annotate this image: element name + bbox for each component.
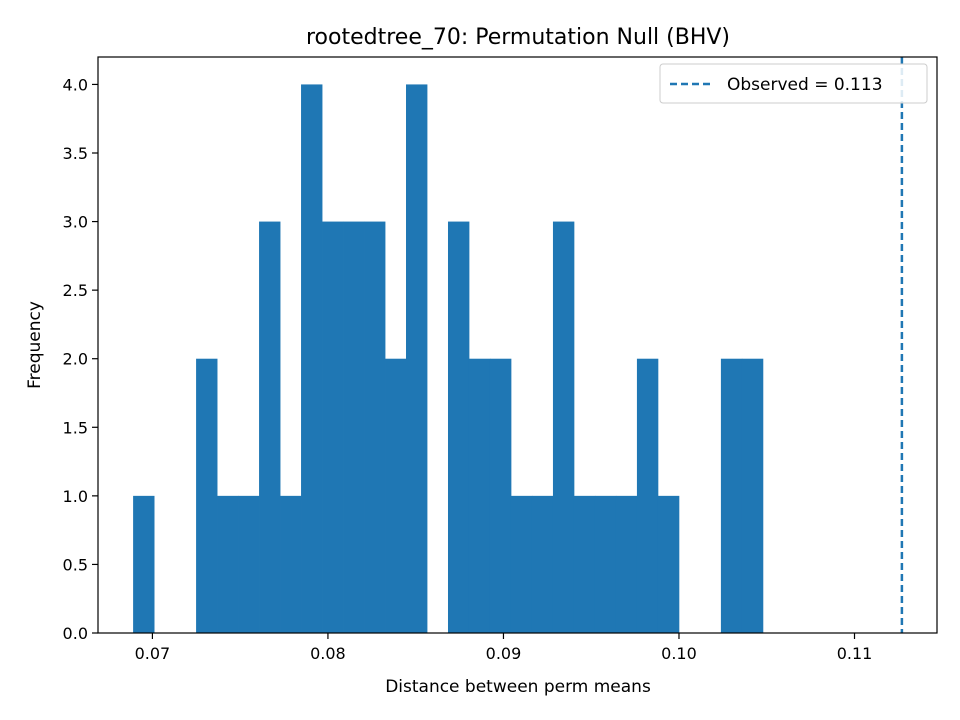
x-tick-label: 0.09 bbox=[486, 644, 522, 663]
y-tick-label: 1.5 bbox=[63, 418, 88, 437]
y-tick-label: 2.0 bbox=[63, 350, 88, 369]
histogram-bar bbox=[531, 495, 554, 633]
histogram-bar bbox=[552, 221, 575, 634]
histogram-bar bbox=[238, 495, 260, 633]
histogram-bars bbox=[133, 84, 764, 634]
y-tick-label: 0.5 bbox=[63, 555, 88, 574]
y-axis-ticks: 0.0 0.5 1.0 1.5 2.0 2.5 3.0 3.5 4.0 bbox=[63, 75, 98, 643]
chart-title: rootedtree_70: Permutation Null (BHV) bbox=[306, 25, 730, 50]
x-tick-label: 0.07 bbox=[135, 644, 171, 663]
y-tick-label: 4.0 bbox=[63, 75, 88, 94]
x-tick-label: 0.08 bbox=[310, 644, 346, 663]
histogram-bar bbox=[343, 221, 365, 634]
histogram-bar bbox=[741, 358, 764, 633]
y-tick-label: 0.0 bbox=[63, 624, 88, 643]
plot-area-frame bbox=[97, 56, 938, 634]
histogram-bar bbox=[594, 495, 617, 633]
x-tick-label: 0.10 bbox=[661, 644, 697, 663]
y-tick-label: 3.0 bbox=[63, 213, 88, 232]
histogram-bar bbox=[615, 495, 638, 633]
histogram-bar bbox=[720, 358, 743, 633]
legend-box bbox=[659, 63, 928, 104]
histogram-bar bbox=[406, 84, 428, 633]
histogram-bar bbox=[657, 495, 680, 633]
x-axis-label: Distance between perm means bbox=[385, 677, 651, 697]
histogram-bar bbox=[636, 358, 659, 633]
histogram-bar bbox=[280, 495, 302, 633]
histogram-bar bbox=[217, 495, 239, 633]
histogram-bar bbox=[489, 358, 512, 633]
histogram-bar bbox=[301, 84, 323, 633]
histogram-bar bbox=[196, 358, 218, 633]
histogram-bar bbox=[385, 358, 407, 633]
x-tick-label: 0.11 bbox=[837, 644, 873, 663]
histogram-bar bbox=[259, 221, 281, 634]
histogram-bar bbox=[364, 221, 386, 634]
y-axis-label: Frequency bbox=[25, 301, 45, 389]
histogram-bar bbox=[510, 495, 533, 633]
y-tick-label: 3.5 bbox=[63, 144, 88, 163]
histogram-bar bbox=[133, 495, 155, 633]
x-axis-ticks: 0.07 0.08 0.09 0.10 0.11 bbox=[135, 633, 873, 663]
histogram-bar bbox=[468, 358, 491, 633]
legend: Observed = 0.113 bbox=[659, 63, 928, 104]
y-tick-label: 1.0 bbox=[63, 487, 88, 506]
histogram-bar bbox=[322, 221, 344, 634]
histogram-bar bbox=[447, 221, 470, 634]
y-tick-label: 2.5 bbox=[63, 281, 88, 300]
legend-observed-label: Observed = 0.113 bbox=[727, 75, 883, 95]
histogram-bar bbox=[573, 495, 596, 633]
